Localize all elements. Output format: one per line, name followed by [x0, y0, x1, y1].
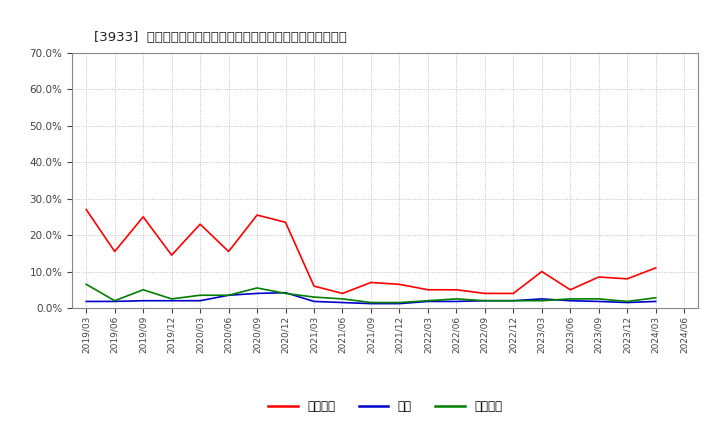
Legend: 売上債権, 在庫, 買入債務: 売上債権, 在庫, 買入債務 — [264, 396, 507, 418]
Text: [3933]  売上債権、在庫、買入債務の総資産に対する比率の推移: [3933] 売上債権、在庫、買入債務の総資産に対する比率の推移 — [94, 31, 346, 44]
